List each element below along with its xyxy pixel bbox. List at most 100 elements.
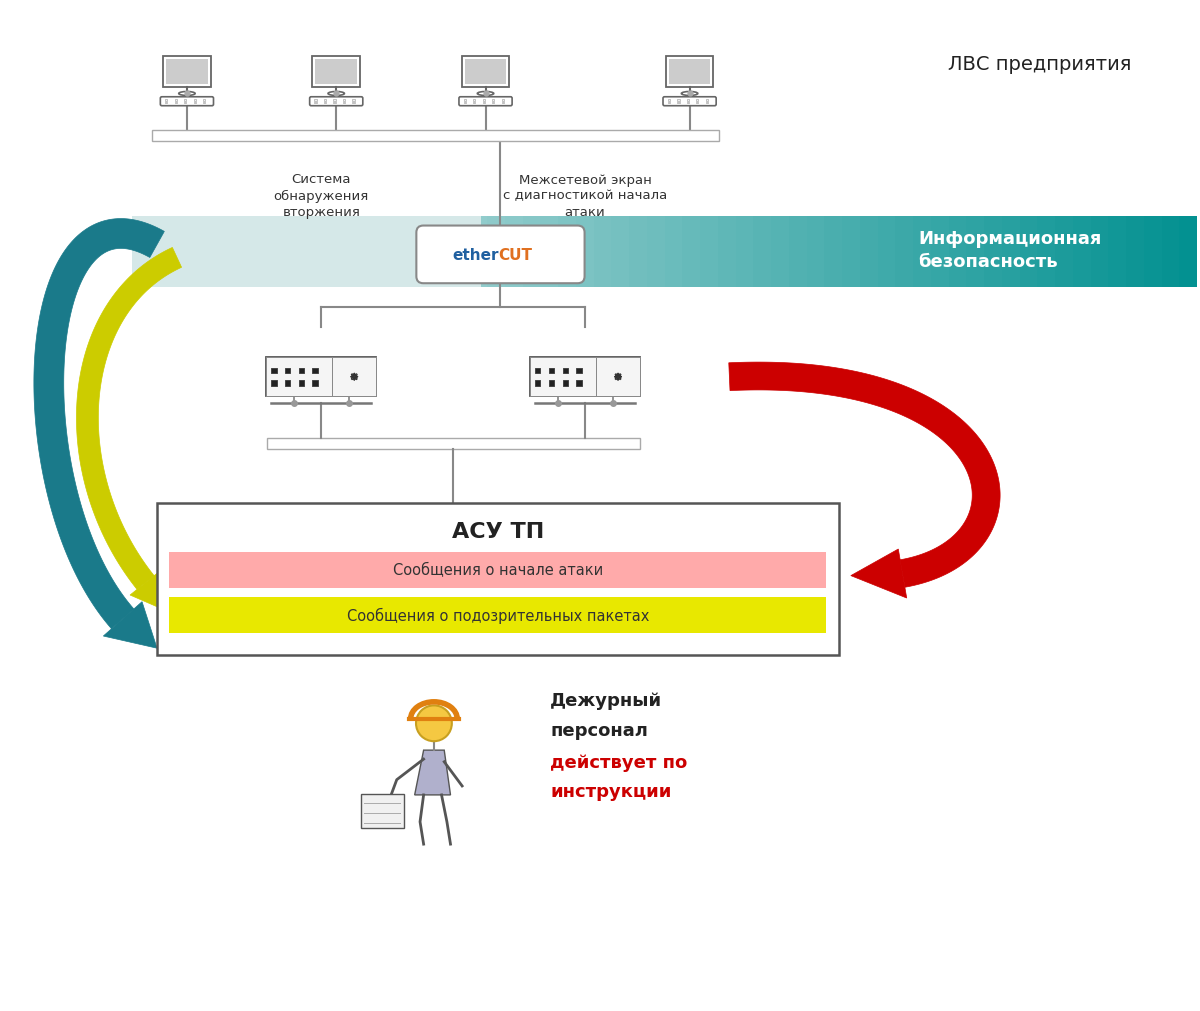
Bar	[1091, 216, 1109, 288]
Bar	[169, 552, 826, 588]
Bar	[788, 216, 806, 288]
FancyBboxPatch shape	[299, 368, 304, 374]
Text: Дежурный: Дежурный	[551, 692, 662, 710]
FancyBboxPatch shape	[166, 100, 167, 102]
Bar	[203, 216, 221, 288]
FancyBboxPatch shape	[157, 503, 839, 655]
Bar	[274, 216, 292, 288]
FancyBboxPatch shape	[175, 100, 176, 102]
FancyBboxPatch shape	[667, 100, 670, 102]
FancyBboxPatch shape	[677, 100, 679, 102]
Polygon shape	[34, 219, 164, 629]
Bar	[701, 216, 718, 288]
FancyBboxPatch shape	[664, 98, 716, 106]
Bar	[328, 216, 346, 288]
FancyBboxPatch shape	[184, 100, 186, 102]
FancyBboxPatch shape	[203, 100, 205, 102]
Bar	[362, 216, 380, 288]
Bar	[523, 216, 540, 288]
FancyBboxPatch shape	[667, 102, 670, 104]
FancyBboxPatch shape	[473, 102, 475, 104]
Ellipse shape	[478, 92, 493, 96]
FancyBboxPatch shape	[482, 102, 485, 104]
FancyBboxPatch shape	[686, 100, 689, 102]
FancyBboxPatch shape	[286, 368, 290, 374]
FancyBboxPatch shape	[576, 381, 582, 386]
Bar	[292, 216, 310, 288]
Bar	[736, 216, 754, 288]
FancyBboxPatch shape	[666, 57, 714, 88]
Bar	[576, 216, 594, 288]
FancyBboxPatch shape	[310, 98, 362, 106]
Text: ether: ether	[452, 248, 498, 263]
FancyBboxPatch shape	[163, 57, 211, 88]
Bar	[505, 216, 523, 288]
Text: CUT: CUT	[498, 248, 533, 263]
FancyBboxPatch shape	[332, 358, 377, 397]
FancyBboxPatch shape	[353, 102, 355, 104]
Bar	[1002, 216, 1020, 288]
FancyBboxPatch shape	[286, 381, 290, 386]
Bar	[860, 216, 877, 288]
Text: действует по: действует по	[551, 753, 688, 770]
FancyBboxPatch shape	[416, 226, 584, 284]
Bar	[1073, 216, 1091, 288]
Text: Система
обнаружения
вторжения: Система обнаружения вторжения	[274, 173, 368, 218]
Bar	[877, 216, 895, 288]
FancyBboxPatch shape	[458, 98, 512, 106]
FancyBboxPatch shape	[316, 60, 358, 85]
Text: персонал: персонал	[551, 721, 648, 739]
FancyBboxPatch shape	[166, 102, 167, 104]
FancyBboxPatch shape	[463, 100, 466, 102]
Text: Сообщения о начале атаки: Сообщения о начале атаки	[392, 562, 604, 577]
Bar	[1162, 216, 1180, 288]
FancyBboxPatch shape	[530, 358, 640, 397]
FancyBboxPatch shape	[175, 102, 176, 104]
Bar	[416, 216, 434, 288]
Ellipse shape	[328, 92, 344, 96]
Bar	[169, 598, 826, 634]
FancyBboxPatch shape	[563, 368, 568, 374]
Bar	[469, 216, 487, 288]
Bar	[266, 439, 640, 449]
FancyBboxPatch shape	[482, 100, 485, 102]
Bar	[665, 216, 683, 288]
Polygon shape	[728, 363, 1000, 587]
FancyBboxPatch shape	[166, 60, 208, 85]
Bar	[487, 216, 505, 288]
Bar	[895, 216, 913, 288]
FancyBboxPatch shape	[462, 57, 510, 88]
FancyBboxPatch shape	[193, 102, 196, 104]
FancyBboxPatch shape	[492, 102, 494, 104]
Polygon shape	[851, 549, 907, 599]
Bar	[931, 216, 949, 288]
FancyBboxPatch shape	[193, 100, 196, 102]
FancyBboxPatch shape	[677, 102, 679, 104]
FancyBboxPatch shape	[492, 100, 494, 102]
FancyBboxPatch shape	[343, 100, 346, 102]
Bar	[647, 216, 665, 288]
FancyBboxPatch shape	[464, 60, 506, 85]
FancyBboxPatch shape	[361, 795, 404, 828]
Bar	[150, 216, 168, 288]
Bar	[132, 216, 150, 288]
FancyBboxPatch shape	[563, 381, 568, 386]
FancyBboxPatch shape	[271, 381, 276, 386]
Bar	[1144, 216, 1162, 288]
Bar	[257, 216, 274, 288]
Bar	[966, 216, 984, 288]
Text: Информационная
безопасность: Информационная безопасность	[918, 231, 1102, 270]
Circle shape	[416, 706, 452, 741]
FancyBboxPatch shape	[668, 60, 710, 85]
Bar	[152, 130, 720, 142]
Text: Межсетевой экран
с диагностикой начала
атаки: Межсетевой экран с диагностикой начала а…	[503, 174, 667, 218]
Text: инструкции: инструкции	[551, 783, 672, 801]
FancyBboxPatch shape	[353, 100, 355, 102]
FancyBboxPatch shape	[696, 100, 698, 102]
Polygon shape	[103, 603, 157, 649]
Bar	[949, 216, 966, 288]
Bar	[1055, 216, 1073, 288]
FancyBboxPatch shape	[706, 102, 708, 104]
Bar	[346, 216, 362, 288]
FancyBboxPatch shape	[271, 368, 276, 374]
